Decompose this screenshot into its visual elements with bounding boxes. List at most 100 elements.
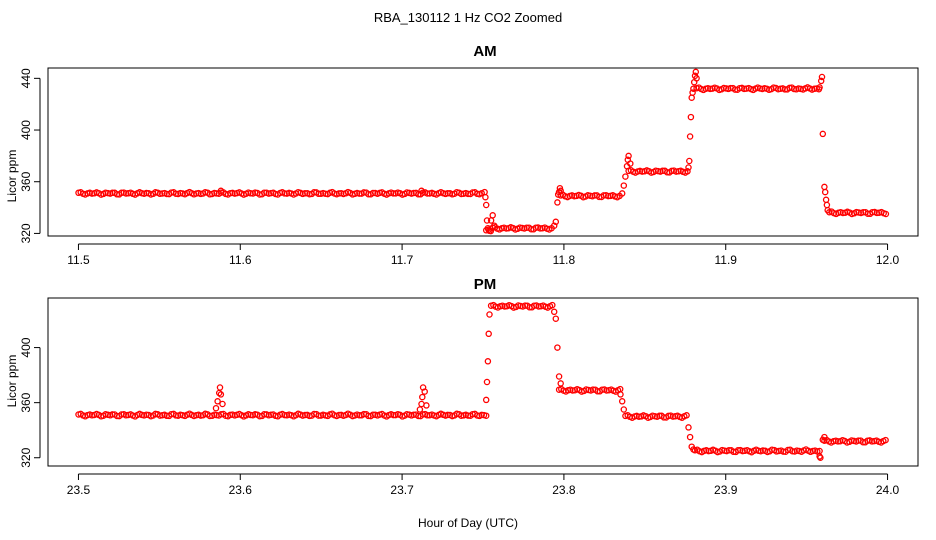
panel-am-data-points [75, 68, 890, 235]
data-point [817, 454, 824, 461]
x-tick-label: 23.9 [714, 483, 738, 497]
data-point [423, 402, 430, 409]
data-point [824, 206, 831, 214]
y-tick-label: 440 [19, 68, 33, 88]
data-point [557, 187, 564, 195]
data-point [554, 344, 561, 351]
data-point [419, 393, 426, 401]
data-point [554, 199, 561, 206]
y-tick-label: 360 [19, 392, 33, 412]
data-point [684, 168, 691, 175]
data-point [549, 301, 556, 309]
panel-pm-title: PM [474, 276, 497, 293]
data-point [555, 373, 563, 380]
data-point [790, 85, 798, 93]
data-point [821, 188, 829, 196]
y-tick-label: 360 [19, 171, 33, 191]
figure-xlabel: Hour of Day (UTC) [418, 516, 518, 530]
data-point [685, 424, 692, 431]
data-point [491, 222, 498, 229]
data-point [550, 308, 558, 316]
data-point [212, 404, 220, 412]
data-point [281, 411, 288, 419]
data-point [689, 89, 696, 96]
data-point [620, 182, 628, 189]
data-point [882, 210, 890, 218]
data-point [686, 157, 693, 165]
data-point [816, 84, 823, 91]
panel-pm-frame [47, 297, 919, 467]
x-tick-label: 23.6 [229, 483, 253, 497]
data-point [552, 315, 560, 322]
data-point [217, 391, 225, 398]
x-tick-label: 11.8 [553, 253, 576, 267]
x-tick-label: 23.8 [552, 483, 576, 497]
data-point [686, 133, 694, 140]
data-point [686, 433, 694, 441]
data-point [482, 193, 489, 201]
data-point [692, 68, 700, 76]
panel-pm-plot-area: 23.5 23.6 23.7 23.8 23.9 24.0 320 360 400 [19, 297, 919, 497]
data-point [690, 85, 697, 92]
data-point [617, 391, 624, 398]
data-point [555, 188, 563, 196]
data-point [484, 358, 492, 365]
data-point [217, 187, 225, 195]
data-point [817, 77, 825, 85]
data-point [482, 396, 490, 404]
y-tick-label: 320 [19, 447, 33, 467]
panel-am-ylabel: Licor ppm [5, 150, 19, 203]
panel-am-frame [47, 67, 919, 237]
data-point [818, 73, 826, 81]
data-point [421, 388, 428, 395]
data-point [486, 227, 493, 235]
data-point [216, 384, 224, 391]
data-point [685, 164, 692, 171]
panel-pm-data-points [75, 301, 889, 461]
data-point [620, 406, 628, 413]
y-tick-label: 400 [19, 120, 33, 140]
x-tick-label: 23.5 [67, 483, 91, 497]
x-tick-label: 11.7 [391, 253, 414, 267]
data-point [214, 398, 221, 405]
panel-am: AM Licor ppm 11.5 11.6 11.7 11.8 11.9 12.0 320… [5, 43, 919, 267]
data-point [882, 436, 889, 444]
data-point [819, 130, 827, 138]
panel-pm-ylabel: Licor ppm [5, 355, 19, 408]
x-tick-label: 11.5 [67, 253, 90, 267]
x-tick-label: 12.0 [876, 253, 900, 267]
x-tick-label: 11.9 [714, 253, 737, 267]
data-point [690, 446, 697, 453]
data-point [557, 380, 564, 387]
data-point [416, 406, 424, 413]
panel-am-title: AM [473, 43, 496, 60]
data-point [482, 201, 490, 209]
data-point [550, 222, 558, 229]
data-point [821, 433, 828, 441]
data-point [683, 412, 690, 419]
data-point [281, 190, 288, 197]
data-point [483, 378, 491, 386]
data-point [486, 311, 493, 318]
y-tick-label: 320 [19, 223, 33, 243]
data-point [478, 189, 485, 197]
data-point [618, 398, 626, 405]
data-point [552, 218, 560, 226]
y-tick-label: 400 [19, 337, 33, 357]
x-tick-label: 24.0 [876, 483, 900, 497]
data-point [418, 187, 425, 195]
data-point [219, 400, 226, 408]
data-point [693, 75, 700, 82]
data-point [483, 217, 491, 224]
data-point [625, 152, 632, 160]
x-tick-label: 23.7 [390, 483, 414, 497]
panel-am-plot-area: 11.5 11.6 11.7 11.8 11.9 12.0 320 360 400 440 [19, 67, 919, 267]
data-point [687, 113, 695, 121]
data-point [485, 330, 492, 338]
figure-title: RBA_130112 1 Hz CO2 Zoomed [374, 10, 562, 25]
data-point [482, 412, 490, 419]
x-tick-label: 11.6 [229, 253, 252, 267]
data-point [618, 190, 626, 197]
